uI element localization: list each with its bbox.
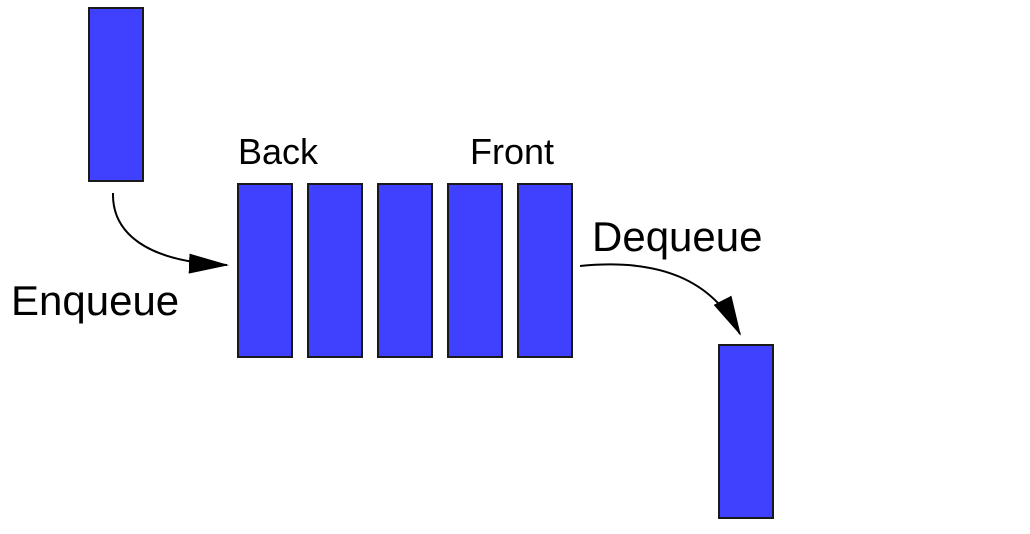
queue-element [447, 183, 503, 358]
dequeue-label: Dequeue [592, 213, 762, 260]
dequeue-arrow [579, 263, 741, 336]
queue-elements [237, 183, 573, 358]
queue-element [517, 183, 573, 358]
front-label: Front [470, 131, 554, 172]
back-label: Back [238, 131, 319, 172]
incoming-element [88, 7, 144, 182]
enqueue-arrow [111, 192, 229, 274]
queue-element [237, 183, 293, 358]
queue-element [377, 183, 433, 358]
dequeued-element [718, 344, 774, 519]
queue-element [307, 183, 363, 358]
enqueue-label: Enqueue [11, 277, 179, 324]
